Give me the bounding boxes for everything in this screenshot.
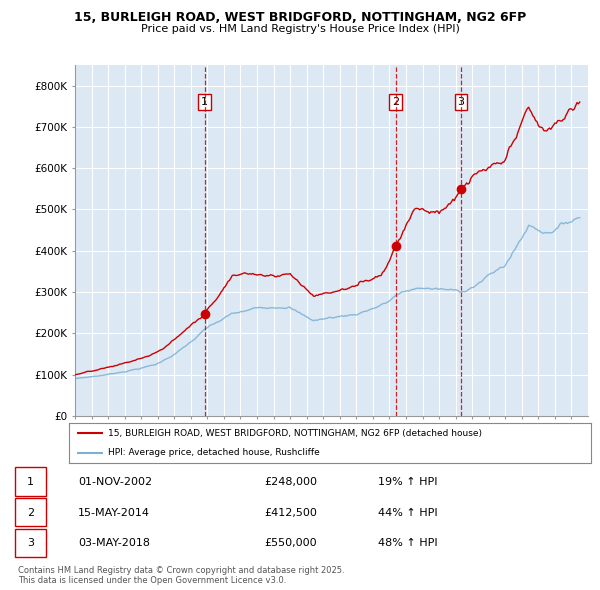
Text: HPI: Average price, detached house, Rushcliffe: HPI: Average price, detached house, Rush…: [108, 448, 320, 457]
Text: 15, BURLEIGH ROAD, WEST BRIDGFORD, NOTTINGHAM, NG2 6FP: 15, BURLEIGH ROAD, WEST BRIDGFORD, NOTTI…: [74, 11, 526, 24]
Text: £412,500: £412,500: [264, 508, 317, 517]
Text: £550,000: £550,000: [264, 539, 317, 548]
Text: 15-MAY-2014: 15-MAY-2014: [78, 508, 150, 517]
Text: 01-NOV-2002: 01-NOV-2002: [78, 477, 152, 487]
Text: 3: 3: [27, 539, 34, 548]
Text: 44% ↑ HPI: 44% ↑ HPI: [378, 508, 437, 517]
Text: Contains HM Land Registry data © Crown copyright and database right 2025.
This d: Contains HM Land Registry data © Crown c…: [18, 566, 344, 585]
Text: 1: 1: [201, 97, 208, 107]
Text: 03-MAY-2018: 03-MAY-2018: [78, 539, 150, 548]
Text: 1: 1: [27, 477, 34, 487]
Text: 2: 2: [27, 508, 34, 517]
Text: 2: 2: [392, 97, 399, 107]
Text: 15, BURLEIGH ROAD, WEST BRIDGFORD, NOTTINGHAM, NG2 6FP (detached house): 15, BURLEIGH ROAD, WEST BRIDGFORD, NOTTI…: [108, 429, 482, 438]
Text: £248,000: £248,000: [264, 477, 317, 487]
Text: 19% ↑ HPI: 19% ↑ HPI: [378, 477, 437, 487]
Text: 48% ↑ HPI: 48% ↑ HPI: [378, 539, 437, 548]
Text: Price paid vs. HM Land Registry's House Price Index (HPI): Price paid vs. HM Land Registry's House …: [140, 24, 460, 34]
Text: 3: 3: [458, 97, 464, 107]
